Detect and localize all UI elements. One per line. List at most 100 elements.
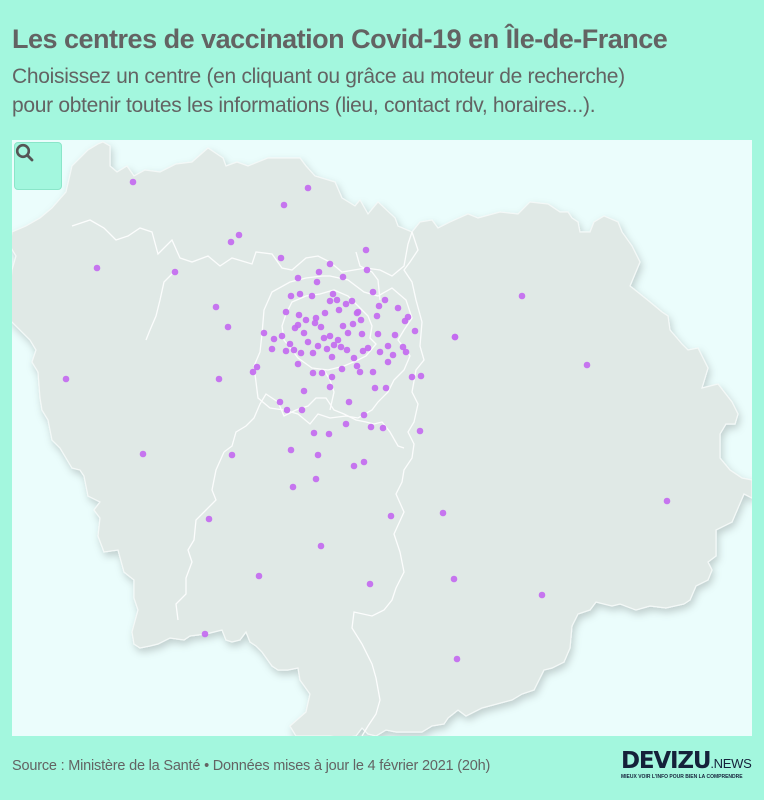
vaccination-center-marker[interactable] bbox=[321, 309, 329, 317]
vaccination-center-marker[interactable] bbox=[294, 274, 302, 282]
vaccination-center-marker[interactable] bbox=[330, 341, 338, 349]
vaccination-center-marker[interactable] bbox=[280, 201, 288, 209]
vaccination-center-marker[interactable] bbox=[317, 323, 325, 331]
vaccination-center-marker[interactable] bbox=[360, 458, 368, 466]
vaccination-center-marker[interactable] bbox=[304, 338, 312, 346]
vaccination-center-marker[interactable] bbox=[326, 332, 334, 340]
vaccination-center-marker[interactable] bbox=[309, 349, 317, 357]
vaccination-center-marker[interactable] bbox=[62, 375, 70, 383]
vaccination-center-marker[interactable] bbox=[367, 423, 375, 431]
vaccination-center-marker[interactable] bbox=[371, 384, 379, 392]
vaccination-center-marker[interactable] bbox=[276, 398, 284, 406]
vaccination-center-marker[interactable] bbox=[314, 342, 322, 350]
vaccination-center-marker[interactable] bbox=[399, 343, 407, 351]
vaccination-center-marker[interactable] bbox=[171, 268, 179, 276]
vaccination-center-marker[interactable] bbox=[373, 312, 381, 320]
vaccination-center-marker[interactable] bbox=[369, 288, 377, 296]
vaccination-center-marker[interactable] bbox=[139, 450, 147, 458]
vaccination-center-marker[interactable] bbox=[205, 515, 213, 523]
vaccination-center-marker[interactable] bbox=[282, 347, 290, 355]
vaccination-center-marker[interactable] bbox=[318, 369, 326, 377]
vaccination-center-marker[interactable] bbox=[249, 368, 257, 376]
vaccination-center-marker[interactable] bbox=[374, 330, 382, 338]
vaccination-center-marker[interactable] bbox=[323, 345, 331, 353]
vaccination-center-marker[interactable] bbox=[342, 300, 350, 308]
vaccination-center-marker[interactable] bbox=[387, 512, 395, 520]
vaccination-center-marker[interactable] bbox=[283, 406, 291, 414]
vaccination-center-marker[interactable] bbox=[357, 316, 365, 324]
vaccination-center-marker[interactable] bbox=[317, 542, 325, 550]
vaccination-center-marker[interactable] bbox=[215, 375, 223, 383]
vaccination-center-marker[interactable] bbox=[391, 331, 399, 339]
vaccination-center-marker[interactable] bbox=[296, 290, 304, 298]
vaccination-center-marker[interactable] bbox=[294, 321, 302, 329]
vaccination-center-marker[interactable] bbox=[335, 306, 343, 314]
vaccination-center-marker[interactable] bbox=[343, 346, 351, 354]
vaccination-center-marker[interactable] bbox=[382, 384, 390, 392]
vaccination-center-marker[interactable] bbox=[344, 329, 352, 337]
map-container[interactable] bbox=[12, 140, 752, 736]
vaccination-center-marker[interactable] bbox=[453, 655, 461, 663]
vaccination-center-marker[interactable] bbox=[326, 383, 334, 391]
vaccination-center-marker[interactable] bbox=[312, 475, 320, 483]
vaccination-center-marker[interactable] bbox=[312, 314, 320, 322]
vaccination-center-marker[interactable] bbox=[290, 346, 298, 354]
vaccination-center-marker[interactable] bbox=[376, 348, 384, 356]
vaccination-center-marker[interactable] bbox=[313, 278, 321, 286]
vaccination-center-marker[interactable] bbox=[278, 332, 286, 340]
vaccination-center-marker[interactable] bbox=[401, 317, 409, 325]
vaccination-center-marker[interactable] bbox=[308, 292, 316, 300]
vaccination-center-marker[interactable] bbox=[360, 411, 368, 419]
vaccination-center-marker[interactable] bbox=[287, 446, 295, 454]
vaccination-center-marker[interactable] bbox=[342, 420, 350, 428]
vaccination-center-marker[interactable] bbox=[364, 344, 372, 352]
vaccination-center-marker[interactable] bbox=[451, 333, 459, 341]
vaccination-center-markers[interactable] bbox=[62, 178, 671, 663]
vaccination-center-marker[interactable] bbox=[328, 373, 336, 381]
vaccination-center-marker[interactable] bbox=[402, 348, 410, 356]
vaccination-center-marker[interactable] bbox=[381, 296, 389, 304]
vaccination-center-marker[interactable] bbox=[416, 427, 424, 435]
devizu-logo[interactable]: DEVIZU .NEWS MIEUX VOIR L'INFO POUR BIEN… bbox=[621, 750, 754, 781]
vaccination-center-marker[interactable] bbox=[538, 591, 546, 599]
vaccination-center-marker[interactable] bbox=[353, 309, 361, 317]
vaccination-center-marker[interactable] bbox=[450, 575, 458, 583]
search-button[interactable] bbox=[14, 142, 62, 190]
vaccination-center-marker[interactable] bbox=[366, 580, 374, 588]
vaccination-center-marker[interactable] bbox=[394, 304, 402, 312]
vaccination-center-marker[interactable] bbox=[333, 296, 341, 304]
vaccination-center-marker[interactable] bbox=[212, 303, 220, 311]
vaccination-center-marker[interactable] bbox=[334, 336, 342, 344]
vaccination-center-marker[interactable] bbox=[439, 509, 447, 517]
map-svg[interactable] bbox=[12, 140, 752, 736]
vaccination-center-marker[interactable] bbox=[325, 430, 333, 438]
vaccination-center-marker[interactable] bbox=[298, 406, 306, 414]
vaccination-center-marker[interactable] bbox=[297, 349, 305, 357]
vaccination-center-marker[interactable] bbox=[311, 319, 319, 327]
vaccination-center-marker[interactable] bbox=[363, 266, 371, 274]
vaccination-center-marker[interactable] bbox=[583, 361, 591, 369]
vaccination-center-marker[interactable] bbox=[338, 365, 346, 373]
vaccination-center-marker[interactable] bbox=[356, 368, 364, 376]
vaccination-center-marker[interactable] bbox=[518, 292, 526, 300]
vaccination-center-marker[interactable] bbox=[337, 343, 345, 351]
vaccination-center-marker[interactable] bbox=[282, 308, 290, 316]
vaccination-center-marker[interactable] bbox=[294, 360, 302, 368]
vaccination-center-marker[interactable] bbox=[314, 451, 322, 459]
vaccination-center-marker[interactable] bbox=[339, 273, 347, 281]
vaccination-center-marker[interactable] bbox=[328, 353, 336, 361]
vaccination-center-marker[interactable] bbox=[268, 345, 276, 353]
vaccination-center-marker[interactable] bbox=[300, 387, 308, 395]
vaccination-center-marker[interactable] bbox=[287, 292, 295, 300]
vaccination-center-marker[interactable] bbox=[260, 329, 268, 337]
vaccination-center-marker[interactable] bbox=[93, 264, 101, 272]
vaccination-center-marker[interactable] bbox=[253, 363, 261, 371]
vaccination-center-marker[interactable] bbox=[304, 184, 312, 192]
vaccination-center-marker[interactable] bbox=[408, 373, 416, 381]
vaccination-center-marker[interactable] bbox=[345, 398, 353, 406]
vaccination-center-marker[interactable] bbox=[326, 260, 334, 268]
vaccination-center-marker[interactable] bbox=[369, 368, 377, 376]
vaccination-center-marker[interactable] bbox=[289, 483, 297, 491]
vaccination-center-marker[interactable] bbox=[286, 340, 294, 348]
vaccination-center-marker[interactable] bbox=[302, 316, 310, 324]
